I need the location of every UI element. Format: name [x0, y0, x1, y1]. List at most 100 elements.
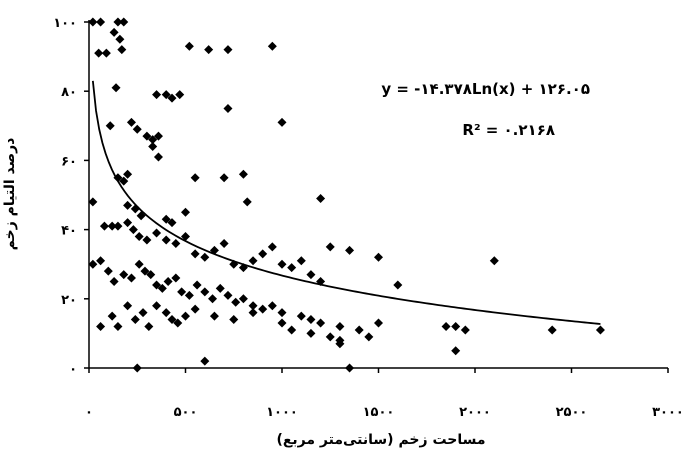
data-point	[287, 263, 297, 273]
x-tick-label: ۳۰۰۰	[652, 405, 684, 420]
data-point	[204, 45, 214, 55]
data-point	[277, 117, 287, 127]
data-point	[200, 252, 210, 262]
data-point	[287, 325, 297, 335]
data-point	[140, 266, 150, 276]
data-point	[161, 214, 171, 224]
y-tick-label: ۶۰	[61, 154, 77, 169]
data-point	[117, 45, 127, 55]
data-point	[153, 152, 163, 162]
data-point	[296, 256, 306, 266]
data-point	[88, 197, 98, 207]
data-point	[153, 131, 163, 141]
data-point	[238, 169, 248, 179]
data-point	[335, 339, 345, 349]
y-tick-label: ۸۰	[61, 85, 77, 100]
data-point	[123, 169, 133, 179]
data-point	[181, 207, 190, 217]
data-point	[123, 200, 133, 210]
y-tick-label: ۲۰	[61, 293, 77, 308]
data-point	[223, 45, 233, 55]
data-point	[88, 17, 98, 27]
data-point	[157, 283, 167, 293]
data-point	[258, 249, 268, 259]
data-point	[132, 124, 142, 134]
x-tick-label: ۰	[85, 405, 93, 420]
data-point	[113, 221, 123, 231]
data-point	[107, 311, 117, 321]
data-point	[393, 280, 403, 290]
data-point	[316, 193, 326, 203]
data-point	[181, 232, 190, 242]
data-point	[177, 287, 187, 297]
data-point	[238, 294, 248, 304]
r-squared-label: R² = ۰.۲۱۶۸	[462, 121, 555, 139]
data-point	[115, 34, 125, 44]
data-point	[200, 356, 210, 366]
data-point	[325, 332, 335, 342]
data-point	[374, 318, 383, 328]
data-point	[184, 290, 194, 300]
data-point	[181, 311, 190, 321]
data-point	[190, 249, 200, 259]
data-point	[171, 238, 181, 248]
data-point	[96, 256, 106, 266]
data-point	[161, 235, 171, 245]
x-axis-title: مساحت زخم (سانتی‌متر مربع)	[276, 432, 485, 448]
data-point	[96, 17, 106, 27]
data-point	[248, 256, 258, 266]
data-points	[88, 17, 605, 373]
data-point	[267, 301, 277, 311]
data-point	[105, 121, 115, 131]
data-point	[173, 318, 183, 328]
x-tick-label: ۱۰۰۰	[266, 405, 298, 420]
data-point	[451, 346, 461, 356]
data-point	[146, 270, 156, 280]
x-tick-label: ۲۵۰۰	[556, 405, 588, 420]
data-point	[161, 308, 171, 318]
y-tick-label: ۰	[69, 362, 77, 377]
data-point	[138, 308, 148, 318]
data-point	[163, 277, 173, 286]
data-point	[547, 325, 557, 335]
trend-equation-label: y = -۱۴.۳۷۸Ln(x) + ۱۲۶.۰۵	[381, 80, 590, 98]
data-point	[451, 321, 461, 331]
data-point	[126, 273, 136, 283]
data-point	[152, 90, 162, 100]
data-point	[148, 135, 158, 145]
data-point	[96, 321, 106, 331]
data-point	[175, 90, 185, 100]
data-point	[123, 218, 133, 228]
data-point	[113, 321, 123, 331]
data-point	[171, 273, 181, 283]
data-point	[132, 363, 142, 373]
data-point	[248, 308, 258, 318]
data-point	[123, 301, 133, 311]
data-point	[374, 252, 383, 262]
data-point	[167, 315, 177, 325]
y-tick-label: ۴۰	[61, 224, 77, 239]
data-point	[103, 266, 113, 276]
data-point	[306, 328, 316, 338]
data-point	[152, 228, 162, 238]
x-tick-label: ۵۰۰	[174, 405, 198, 420]
data-point	[192, 280, 202, 290]
data-point	[345, 245, 355, 255]
data-point	[242, 197, 252, 207]
data-point	[345, 363, 355, 373]
data-point	[109, 27, 119, 37]
data-point	[167, 218, 177, 228]
data-point	[335, 321, 345, 331]
data-point	[134, 259, 144, 269]
x-tick-label: ۲۰۰۰	[459, 405, 491, 420]
data-point	[94, 48, 104, 58]
trendline	[91, 80, 601, 325]
data-point	[364, 332, 374, 342]
data-point	[99, 221, 109, 231]
data-point	[231, 297, 241, 307]
data-point	[111, 83, 121, 93]
data-point	[200, 287, 210, 297]
data-point	[130, 315, 140, 325]
